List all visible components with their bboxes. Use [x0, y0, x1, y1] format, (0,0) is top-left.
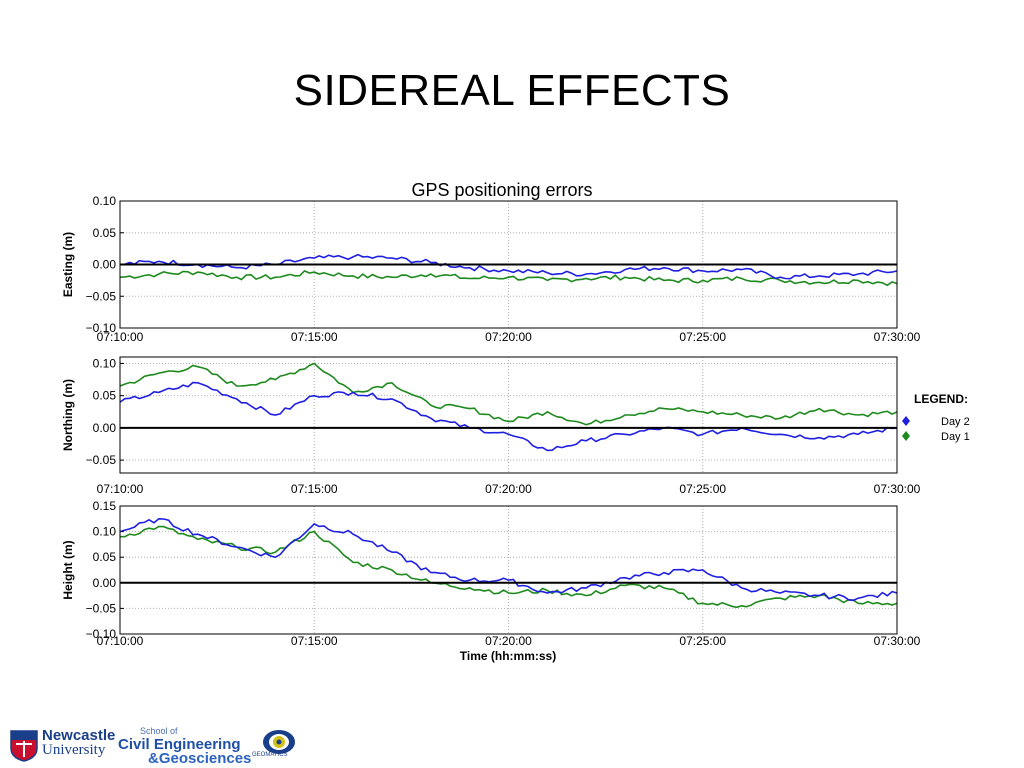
legend-marker-day1 — [902, 431, 910, 441]
legend-marker-day2 — [902, 416, 910, 426]
y-tick-label: −0.05 — [86, 289, 117, 303]
y-tick-label: −0.05 — [86, 453, 117, 467]
school-name-line1: Civil Engineering — [118, 736, 241, 753]
series-line-day1 — [119, 269, 898, 287]
y-tick-label: 0.05 — [93, 389, 117, 403]
y-tick-label: 0.00 — [93, 576, 117, 590]
university-name-line2: University — [42, 742, 106, 758]
series-line-day2 — [119, 381, 898, 452]
panel-frame — [119, 200, 898, 329]
panel-easting: 07:10:00 07:15:00 07:20:00 07:25:00 07:30:00… — [61, 194, 921, 344]
y-tick-label: 0.00 — [93, 258, 117, 272]
x-tick-label: 07:30:00 — [874, 482, 921, 496]
panel-height: 07:10:00 07:15:00 07:20:00 07:25:00 07:30:00… — [61, 499, 921, 648]
x-tick-label: 07:25:00 — [679, 482, 726, 496]
x-tick-label: 07:20:00 — [485, 482, 532, 496]
geomatics-label: GEOMATICS — [252, 752, 288, 758]
y-tick-label: 0.15 — [93, 499, 117, 513]
panel-northing: 07:10:00 07:15:00 07:20:00 07:25:00 07:30:00… — [61, 356, 921, 496]
series-line-day1 — [120, 525, 898, 609]
y-axis-label: Height (m) — [61, 540, 75, 599]
y-tick-label: 0.10 — [93, 194, 117, 208]
geomatics-logo-icon — [263, 730, 295, 754]
x-tick-label: 07:25:00 — [679, 330, 726, 344]
chart-title: GPS positioning errors — [411, 180, 592, 200]
y-tick-label: 0.05 — [93, 550, 117, 564]
x-tick-label: 07:20:00 — [485, 634, 532, 648]
university-crest-icon — [10, 730, 38, 762]
x-tick-label: 07:10:00 — [97, 330, 144, 344]
y-tick-label: −0.05 — [86, 601, 117, 615]
x-tick-label: 07:15:00 — [291, 330, 338, 344]
x-tick-label: 07:10:00 — [97, 482, 144, 496]
legend-entry-day2: Day 2 — [941, 416, 970, 428]
y-axis-label: Easting (m) — [61, 232, 75, 297]
series-line-day2 — [119, 517, 898, 602]
y-tick-label: −0.10 — [86, 627, 117, 641]
slide-title: SIDEREAL EFFECTS — [293, 66, 731, 115]
panel-frame — [119, 356, 898, 474]
legend-entry-day1: Day 1 — [941, 431, 970, 443]
y-tick-label: 0.10 — [93, 356, 117, 370]
x-tick-label: 07:15:00 — [291, 634, 338, 648]
x-tick-label: 07:10:00 — [97, 634, 144, 648]
y-tick-label: −0.10 — [86, 321, 117, 335]
y-tick-label: 0.10 — [93, 525, 117, 539]
x-axis-label: Time (hh:mm:ss) — [460, 649, 556, 663]
legend-title: LEGEND: — [914, 392, 968, 406]
legend: LEGEND: Day 2 Day 1 — [902, 392, 970, 443]
university-name-line1: Newcastle — [42, 727, 116, 744]
x-tick-label: 07:30:00 — [874, 634, 921, 648]
y-tick-label: 0.05 — [93, 226, 117, 240]
x-tick-label: 07:15:00 — [291, 482, 338, 496]
series-line-day2 — [119, 253, 898, 280]
panel-frame — [119, 505, 898, 635]
school-of-label: School of — [140, 726, 178, 736]
school-name-line2: &Geosciences — [148, 750, 252, 767]
x-tick-label: 07:20:00 — [485, 330, 532, 344]
series-line-day1 — [119, 362, 898, 426]
y-tick-label: 0.00 — [93, 421, 117, 435]
x-tick-label: 07:30:00 — [874, 330, 921, 344]
y-axis-label: Northing (m) — [61, 379, 75, 451]
x-tick-label: 07:25:00 — [679, 634, 726, 648]
